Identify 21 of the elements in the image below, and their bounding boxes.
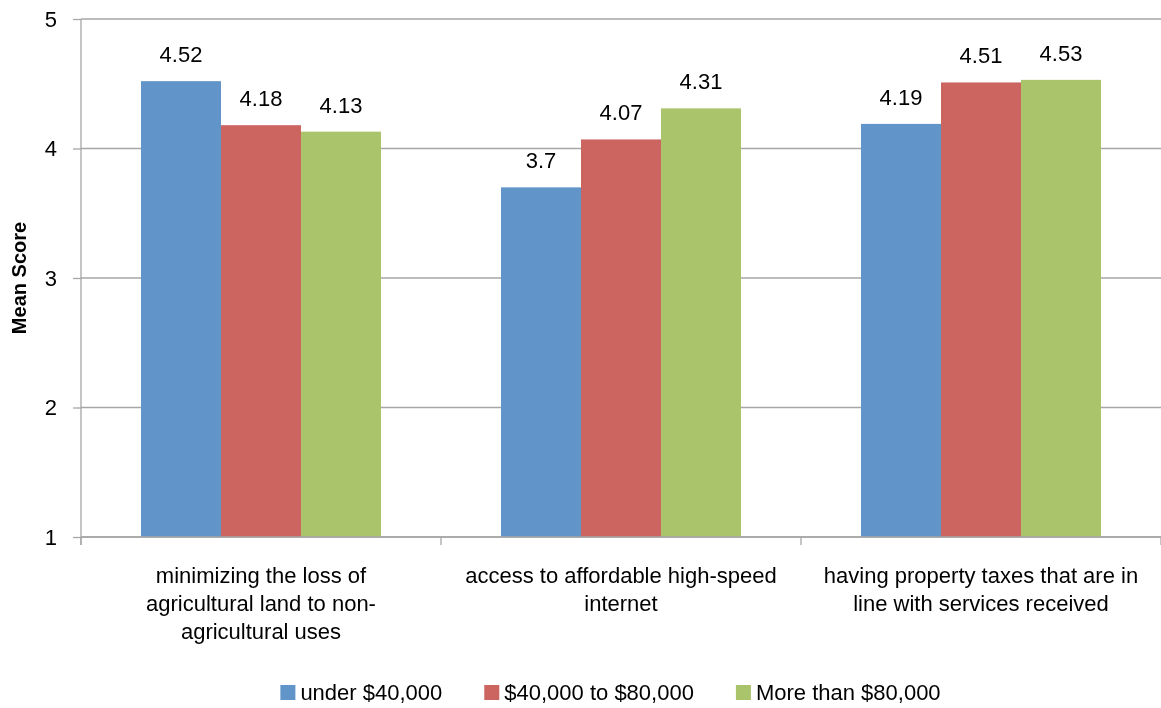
data-label: 4.13 [319, 92, 363, 118]
data-label: 4.52 [159, 42, 203, 68]
data-label: 3.7 [525, 148, 557, 174]
y-tick-label: 1 [44, 524, 57, 550]
data-label: 4.51 [959, 43, 1003, 69]
y-tick-label: 4 [44, 136, 57, 162]
legend-label: under $40,000 [300, 680, 443, 705]
data-label: 4.07 [599, 100, 643, 126]
data-label: 4.31 [679, 69, 723, 95]
data-label: 4.19 [879, 84, 923, 110]
legend-label: More than $80,000 [755, 680, 941, 705]
data-label: 4.18 [239, 86, 283, 112]
x-tick-label: having property taxes that are in line with services received [823, 563, 1139, 616]
x-tick-label: minimizing the loss of agricultural land to non-agricultural uses [146, 563, 376, 644]
y-axis-title: Mean Score [8, 221, 30, 335]
y-tick-label: 5 [44, 6, 57, 32]
legend-label: $40,000 to $80,000 [504, 680, 694, 705]
x-tick-label: access to affordable high-speed internet [465, 563, 777, 616]
y-tick-label: 2 [44, 395, 57, 421]
data-label: 4.53 [1039, 40, 1083, 66]
y-tick-label: 3 [44, 265, 57, 291]
